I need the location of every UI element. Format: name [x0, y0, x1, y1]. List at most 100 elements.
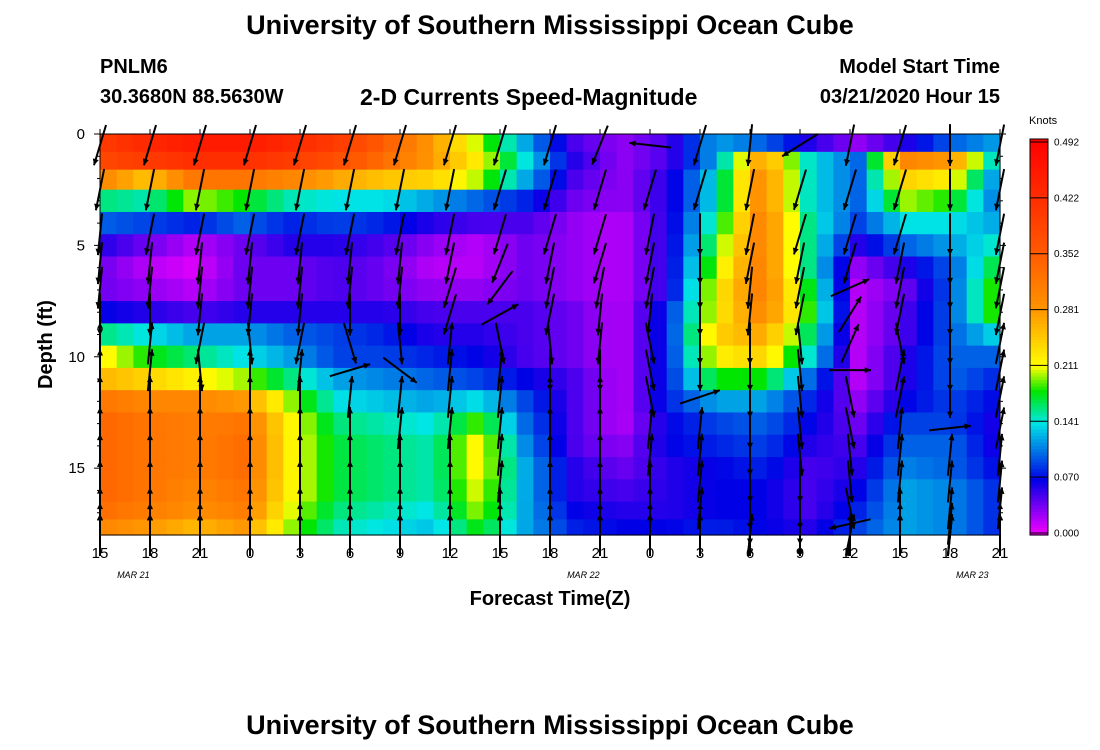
- current-arrow-head: [496, 502, 504, 510]
- current-arrow-head: [195, 328, 202, 336]
- heatmap-cell: [416, 367, 434, 391]
- current-arrow: [394, 213, 406, 256]
- heatmap-cell: [716, 345, 734, 369]
- colorbar-step: [1030, 488, 1048, 493]
- heatmap-cell: [383, 501, 401, 521]
- heatmap-cell: [916, 256, 934, 280]
- colorbar-step: [1030, 221, 1048, 226]
- heatmap-cell: [683, 501, 701, 521]
- current-arrow: [245, 266, 254, 309]
- heatmap-cell: [216, 189, 234, 213]
- heatmap-cell: [633, 151, 651, 171]
- current-arrow-shaft: [193, 124, 207, 166]
- heatmap-cell: [650, 151, 668, 171]
- current-arrow-head: [398, 357, 405, 365]
- current-arrow-head: [842, 276, 849, 284]
- heatmap-cell: [166, 134, 184, 153]
- colorbar-step: [1030, 416, 1048, 421]
- heatmap-cell: [200, 519, 218, 536]
- heatmap-cell: [100, 412, 118, 436]
- current-arrow-head: [246, 375, 254, 383]
- current-arrow-head: [842, 247, 849, 255]
- heatmap-cell: [816, 434, 834, 458]
- heatmap-cell: [350, 151, 368, 171]
- heatmap-cell: [650, 301, 668, 324]
- heatmap-cell: [300, 501, 318, 521]
- heatmap-cell: [866, 345, 884, 369]
- current-arrow: [844, 376, 856, 418]
- heatmap-cell: [250, 457, 268, 480]
- heatmap-cell: [183, 434, 201, 458]
- heatmap-cell: [150, 323, 168, 347]
- current-arrow-head: [696, 384, 704, 392]
- heatmap-cell: [400, 457, 418, 480]
- heatmap-cell: [750, 169, 768, 191]
- colorbar-step: [1030, 518, 1048, 523]
- heatmap-cell: [116, 169, 134, 191]
- heatmap-cell: [283, 256, 301, 280]
- heatmap-cell: [683, 278, 701, 302]
- heatmap-cell: [216, 434, 234, 458]
- current-arrow-head: [346, 460, 354, 467]
- heatmap-cell: [450, 169, 468, 191]
- heatmap-cell: [450, 412, 468, 436]
- current-arrow: [846, 433, 855, 476]
- current-arrow-head: [899, 376, 906, 384]
- heatmap-cell: [900, 412, 918, 436]
- colorbar-step: [1030, 185, 1048, 190]
- heatmap-cell: [866, 412, 884, 436]
- current-arrow-shaft: [382, 356, 418, 384]
- current-arrow-shaft: [796, 322, 804, 365]
- current-arrow-head: [396, 502, 404, 510]
- heatmap-cell: [750, 323, 768, 347]
- heatmap-cell: [483, 412, 501, 436]
- heatmap-cell: [100, 323, 118, 347]
- heatmap-cell: [766, 134, 784, 153]
- current-arrow-head: [246, 407, 254, 414]
- colorbar-step: [1030, 198, 1048, 203]
- current-arrow-head: [896, 514, 904, 521]
- heatmap-cell: [466, 151, 484, 171]
- current-arrow: [542, 169, 557, 211]
- current-arrow: [496, 460, 505, 503]
- heatmap-cell: [116, 234, 134, 258]
- heatmap-cell: [533, 479, 551, 503]
- current-arrow-head: [511, 304, 519, 310]
- heatmap-cell: [566, 278, 584, 302]
- heatmap-cell: [616, 301, 634, 324]
- heatmap-cell: [116, 434, 134, 458]
- heatmap-cell: [400, 479, 418, 503]
- heatmap-cell: [233, 134, 251, 153]
- heatmap-cell: [950, 367, 968, 391]
- y-axis-label: Depth (ft): [35, 300, 57, 389]
- heatmap-cell: [733, 134, 751, 153]
- colorbar-step: [1030, 396, 1048, 401]
- heatmap-cell: [416, 345, 434, 369]
- heatmap-cell: [150, 457, 168, 480]
- heatmap-cell: [183, 367, 201, 391]
- current-arrow-head: [946, 411, 954, 418]
- current-arrow-shaft: [844, 407, 856, 449]
- heatmap-cell: [266, 345, 284, 369]
- heatmap-cell: [116, 278, 134, 302]
- date-label: MAR 22: [567, 570, 600, 580]
- current-arrow: [792, 169, 807, 211]
- heatmap-cell: [650, 256, 668, 280]
- heatmap-cell: [200, 169, 218, 191]
- heatmap-cell: [333, 519, 351, 536]
- current-arrow-head: [295, 328, 302, 336]
- heatmap-cell: [516, 169, 534, 191]
- heatmap-cell: [833, 301, 851, 324]
- heatmap-cell: [966, 434, 984, 458]
- heatmap-cell: [716, 211, 734, 235]
- current-arrow: [842, 169, 857, 211]
- colorbar-step: [1030, 370, 1048, 374]
- heatmap-cell: [950, 345, 968, 369]
- heatmap-cell: [366, 278, 384, 302]
- heatmap-cell: [600, 134, 618, 153]
- current-arrow-shaft: [194, 168, 206, 211]
- heatmap-cell: [116, 323, 134, 347]
- heatmap-cell: [233, 434, 251, 458]
- heatmap-cell: [900, 134, 918, 153]
- heatmap-cell: [383, 457, 401, 480]
